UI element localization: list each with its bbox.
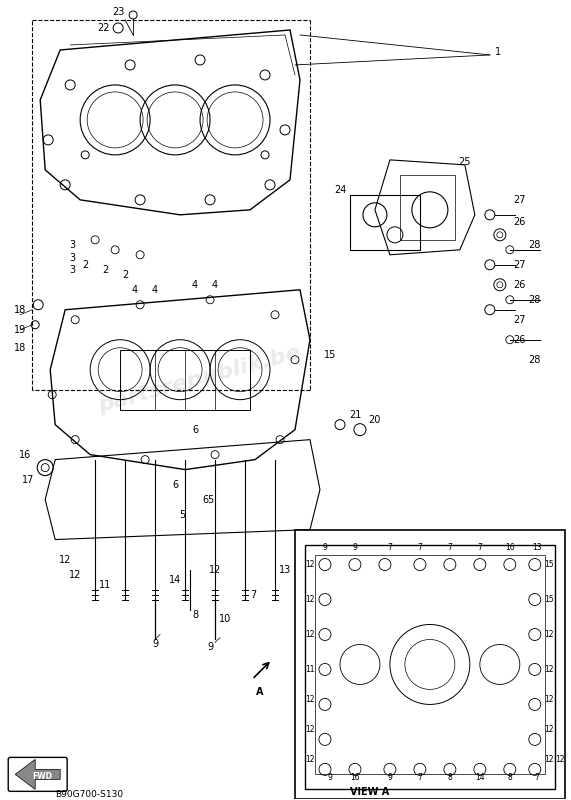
Text: 28: 28	[529, 294, 541, 305]
Text: 7: 7	[250, 590, 256, 599]
Text: 12: 12	[305, 560, 315, 569]
Text: 14: 14	[169, 574, 181, 585]
Text: 11: 11	[99, 579, 111, 590]
Text: 12: 12	[305, 595, 315, 604]
Text: 7: 7	[417, 543, 423, 552]
Text: 9: 9	[328, 773, 332, 782]
Text: 8: 8	[508, 773, 512, 782]
Text: 18: 18	[14, 305, 26, 314]
Text: 7: 7	[448, 543, 452, 552]
Text: 27: 27	[513, 195, 526, 205]
Text: FWD: FWD	[32, 772, 52, 781]
Text: 25: 25	[459, 157, 471, 167]
Text: 12: 12	[544, 725, 553, 734]
Bar	[400, 175, 455, 240]
Text: 12: 12	[305, 695, 315, 704]
Text: 16: 16	[350, 773, 360, 782]
Text: 12: 12	[305, 725, 315, 734]
Text: 27: 27	[513, 260, 526, 270]
Text: 12: 12	[544, 630, 553, 639]
Text: 5: 5	[207, 494, 213, 505]
Text: 19: 19	[14, 325, 26, 334]
Text: 12: 12	[209, 565, 221, 574]
Text: 12: 12	[544, 755, 553, 764]
Text: 26: 26	[514, 217, 526, 227]
Text: A: A	[256, 687, 264, 698]
Text: 3: 3	[69, 265, 75, 274]
Text: 9: 9	[207, 642, 213, 653]
Text: 6: 6	[202, 494, 208, 505]
Text: 4: 4	[212, 280, 218, 290]
Text: 20: 20	[369, 414, 381, 425]
Text: 13: 13	[279, 565, 291, 574]
Text: 12: 12	[59, 554, 71, 565]
Text: partsrepublik.be: partsrepublik.be	[96, 343, 304, 416]
Text: 23: 23	[112, 7, 124, 17]
Text: 8: 8	[192, 610, 198, 619]
Bar	[295, 530, 565, 799]
Text: 12: 12	[544, 695, 553, 704]
Text: 10: 10	[219, 614, 231, 625]
Text: 14: 14	[475, 773, 485, 782]
Text: 9: 9	[388, 773, 392, 782]
Text: 15: 15	[324, 350, 336, 360]
Text: 17: 17	[22, 474, 34, 485]
Text: 12: 12	[544, 665, 553, 674]
Text: 18: 18	[14, 342, 26, 353]
Text: 8: 8	[448, 773, 452, 782]
Text: 13: 13	[532, 543, 542, 552]
Text: 7: 7	[388, 543, 392, 552]
Text: 27: 27	[513, 314, 526, 325]
Text: 11: 11	[305, 665, 315, 674]
Text: 6: 6	[172, 480, 178, 490]
Text: 7: 7	[417, 773, 423, 782]
Text: 12: 12	[305, 630, 315, 639]
Text: 26: 26	[514, 280, 526, 290]
Text: B90G700-S130: B90G700-S130	[55, 790, 123, 799]
Text: 4: 4	[132, 285, 138, 294]
Text: 4: 4	[192, 280, 198, 290]
Text: 4: 4	[152, 285, 158, 294]
Text: 15: 15	[544, 560, 554, 569]
Text: 2: 2	[122, 270, 128, 280]
Text: 1: 1	[494, 47, 501, 57]
Polygon shape	[15, 759, 60, 790]
FancyBboxPatch shape	[8, 758, 67, 791]
Text: 9: 9	[323, 543, 327, 552]
Bar	[120, 350, 250, 410]
Text: 16: 16	[505, 543, 514, 552]
Text: 2: 2	[82, 260, 89, 270]
Text: 16: 16	[19, 450, 31, 460]
Text: 24: 24	[334, 185, 346, 195]
Text: 21: 21	[349, 410, 361, 420]
Text: 26: 26	[514, 334, 526, 345]
Text: 15: 15	[544, 595, 554, 604]
Bar	[350, 195, 420, 250]
Text: 9: 9	[152, 639, 158, 650]
Text: 9: 9	[352, 543, 357, 552]
Text: 3: 3	[69, 240, 75, 250]
Text: 12: 12	[69, 570, 81, 579]
Text: 28: 28	[529, 354, 541, 365]
Text: VIEW A: VIEW A	[350, 787, 389, 798]
Text: 12: 12	[555, 755, 565, 764]
Text: 5: 5	[179, 510, 185, 519]
Text: 12: 12	[305, 755, 315, 764]
Text: 7: 7	[534, 773, 539, 782]
Text: 3: 3	[69, 253, 75, 262]
Text: 7: 7	[477, 543, 482, 552]
Text: 22: 22	[97, 23, 110, 33]
Text: 28: 28	[529, 240, 541, 250]
Text: 6: 6	[192, 425, 198, 434]
Text: 2: 2	[102, 265, 108, 274]
